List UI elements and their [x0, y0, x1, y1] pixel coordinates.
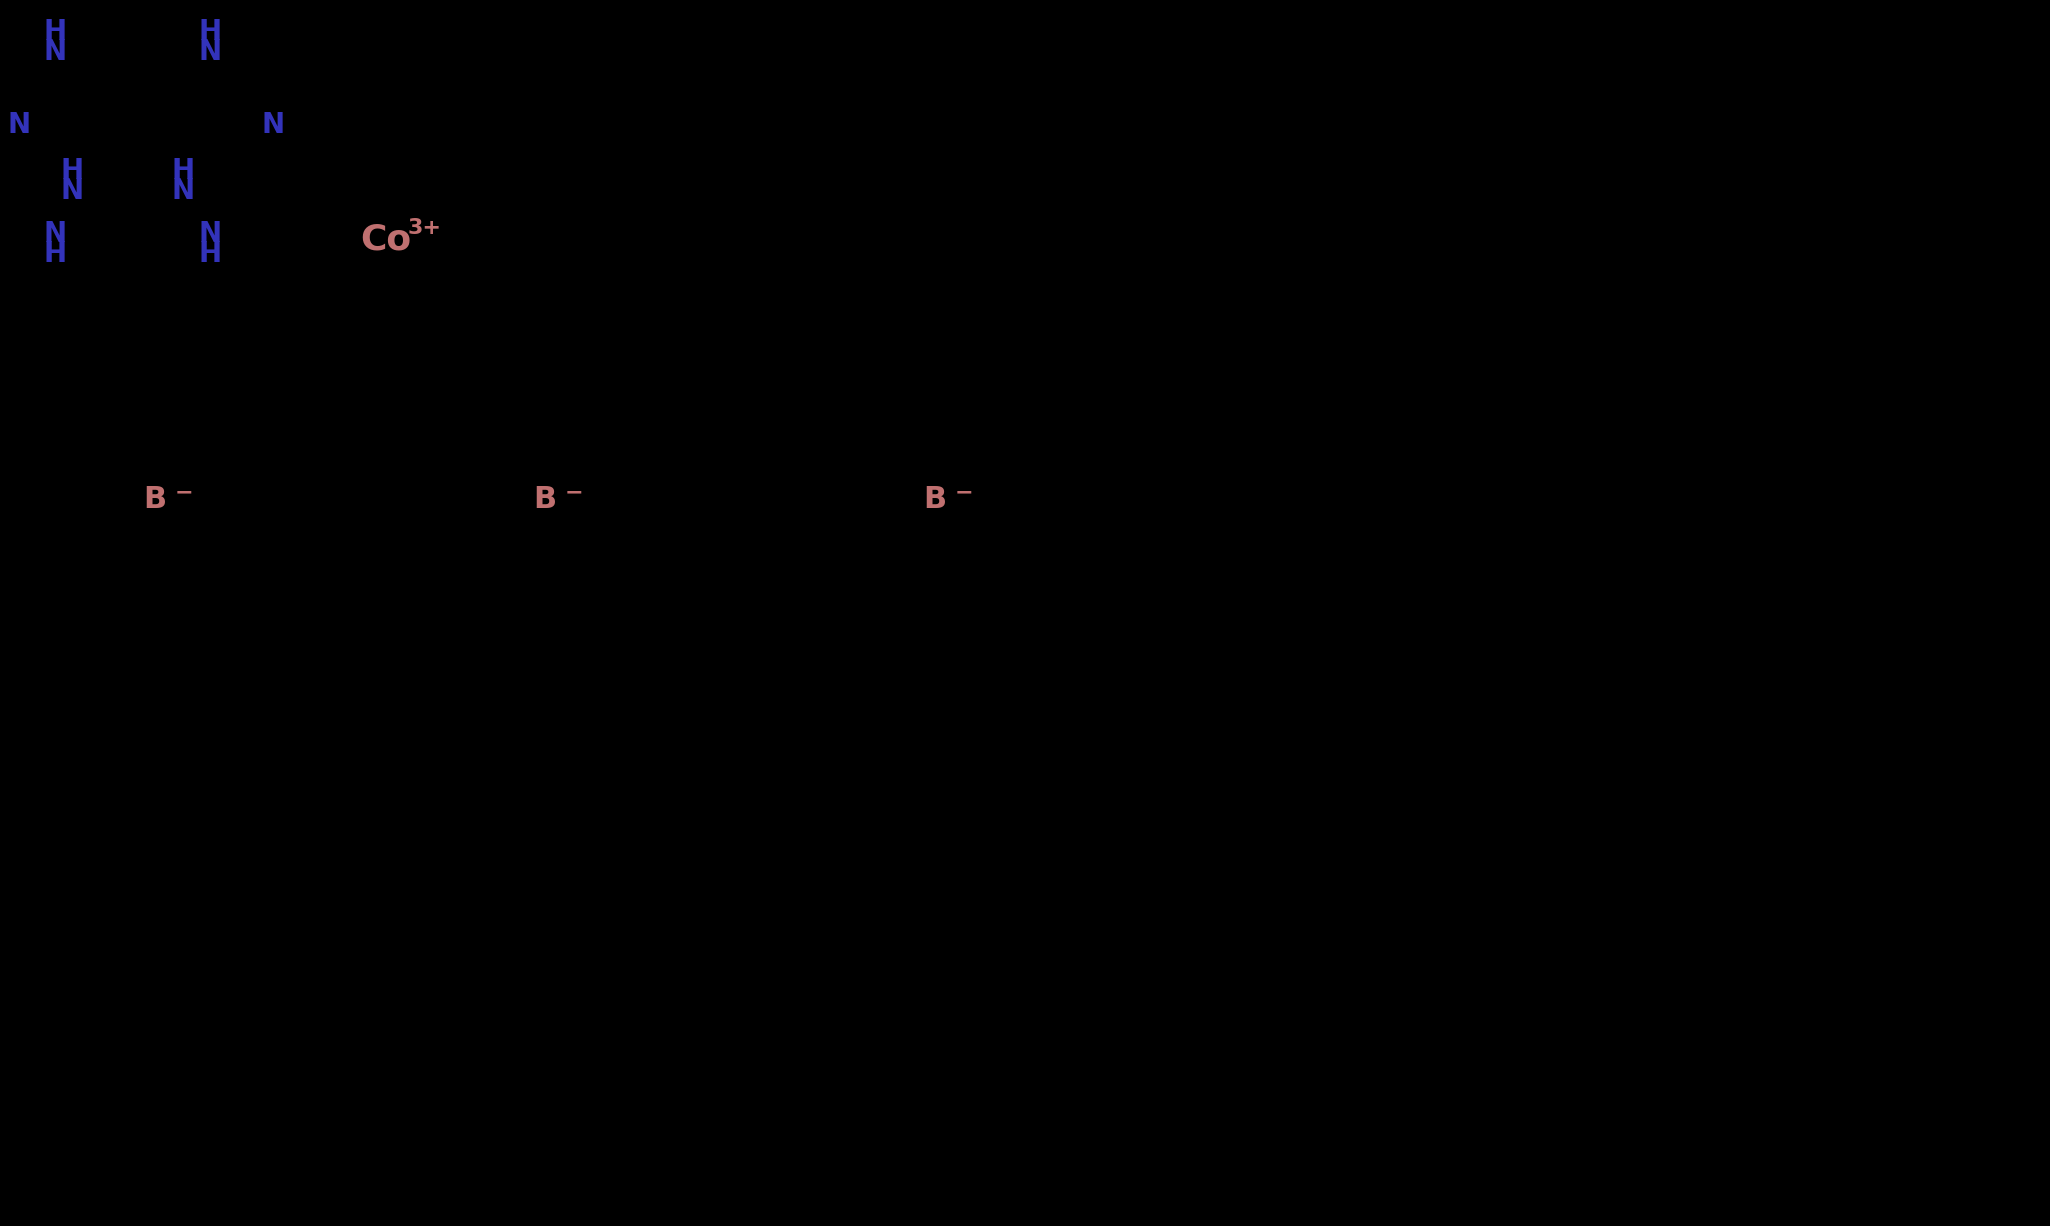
- Text: B: B: [144, 485, 166, 515]
- Text: N: N: [8, 112, 31, 139]
- Text: N: N: [262, 112, 285, 139]
- Text: N: N: [43, 38, 66, 66]
- Text: −: −: [174, 482, 193, 501]
- Text: H: H: [172, 157, 195, 185]
- Text: B: B: [533, 485, 556, 515]
- Text: N: N: [59, 177, 84, 205]
- Text: 3+: 3+: [408, 218, 443, 238]
- Text: H: H: [199, 240, 221, 268]
- Text: −: −: [955, 482, 974, 501]
- Text: N: N: [43, 219, 66, 248]
- Text: −: −: [566, 482, 584, 501]
- Text: H: H: [199, 18, 221, 47]
- Text: N: N: [199, 219, 221, 248]
- Text: H: H: [43, 240, 66, 268]
- Text: B: B: [922, 485, 947, 515]
- Text: H: H: [59, 157, 84, 185]
- Text: Co: Co: [361, 223, 412, 257]
- Text: H: H: [43, 18, 66, 47]
- Text: N: N: [199, 38, 221, 66]
- Text: N: N: [172, 177, 195, 205]
